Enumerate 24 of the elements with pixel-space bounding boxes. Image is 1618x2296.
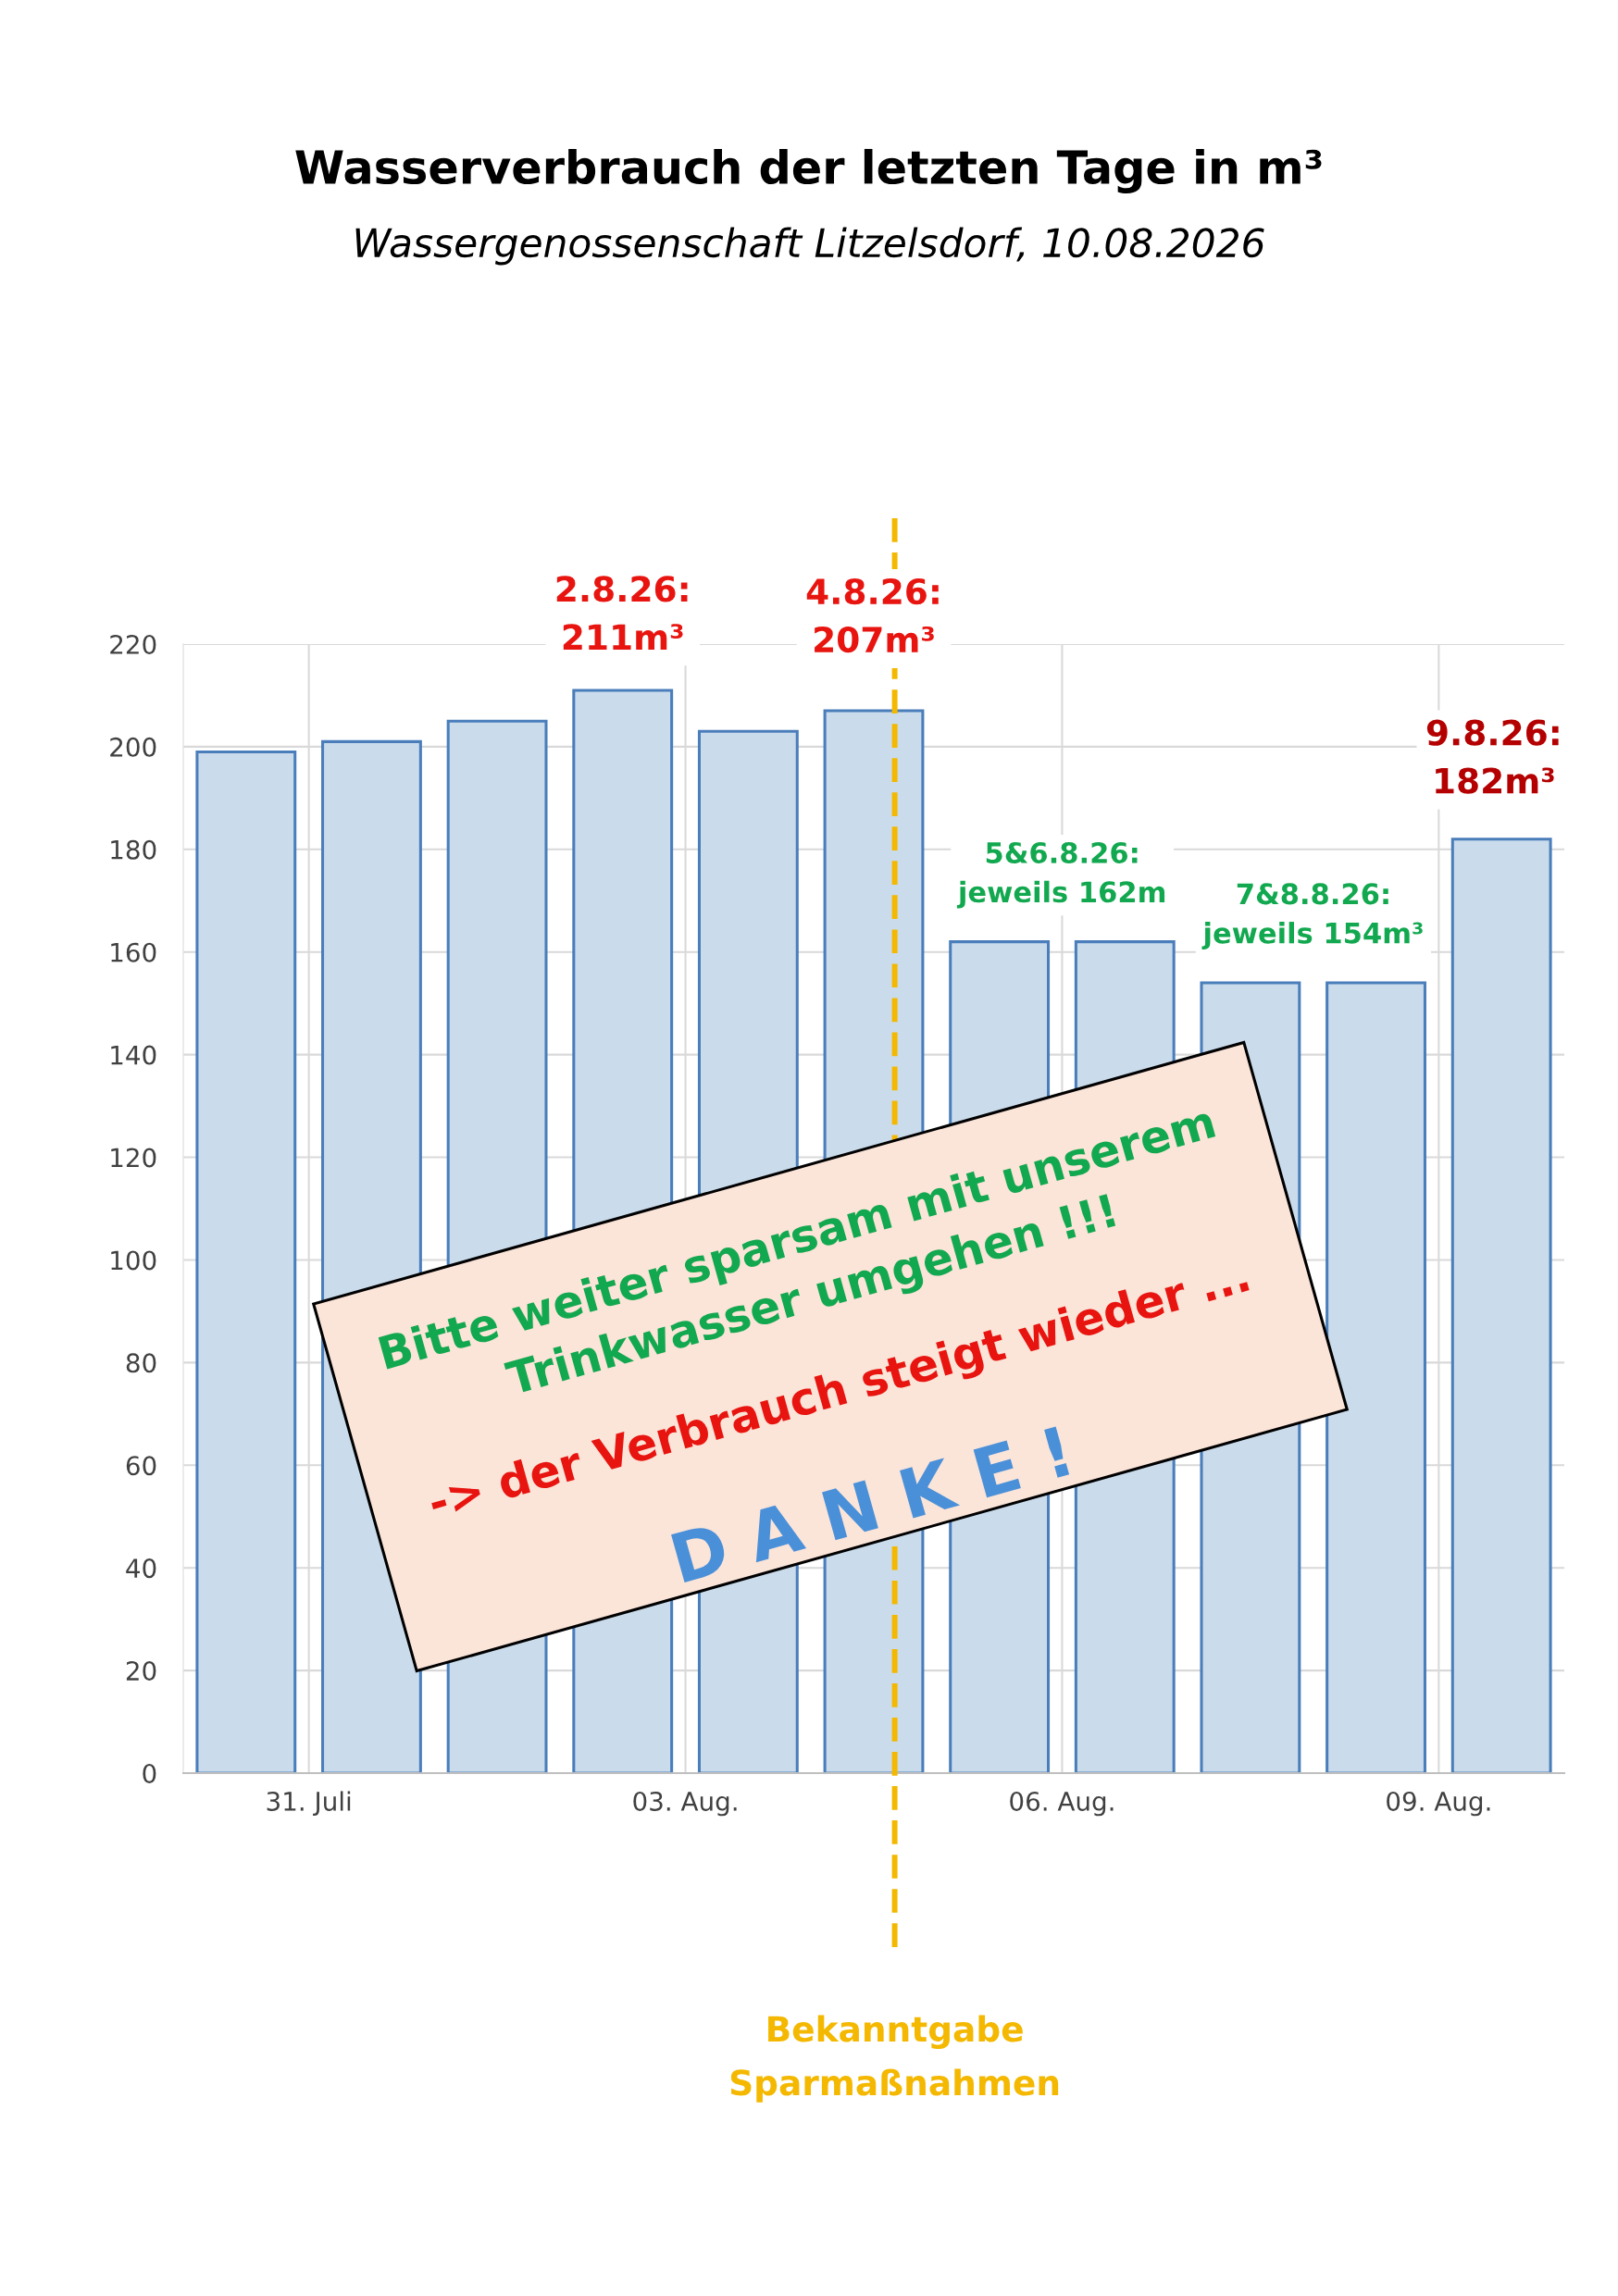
annotation: 4.8.26: 207m³: [806, 577, 939, 653]
x-tick-label: 31. Juli: [267, 1791, 351, 1817]
y-tick-label: 160: [111, 942, 156, 962]
annotation: 9.8.26: 182m³: [1426, 719, 1559, 794]
y-tick-label: 120: [111, 1148, 156, 1168]
y-tick-label: 140: [111, 1045, 156, 1065]
y-tick-label: 60: [126, 1456, 156, 1476]
x-tick-label: 03. Aug.: [633, 1791, 737, 1817]
y-tick-label: 20: [126, 1661, 156, 1682]
y-tick-label: 0: [143, 1763, 156, 1783]
y-tick-label: 40: [126, 1558, 156, 1579]
y-tick-label: 200: [110, 737, 156, 757]
y-tick-label: 220: [110, 634, 156, 654]
y-tick-label: 80: [126, 1353, 156, 1373]
chart-title: Wasserverbrauch der letzten Tage in m³: [295, 148, 1322, 194]
x-tick-label: 09. Aug.: [1387, 1791, 1490, 1817]
annotation: 2.8.26: 211m³: [556, 576, 688, 650]
y-tick-label: 100: [111, 1250, 156, 1271]
chart-subtitle: Wassergenossenschaft Litzelsdorf, 10.08.2026: [355, 227, 1264, 266]
annotation: 5&6.8.26: jeweils 162m: [956, 841, 1165, 909]
y-tick-label: 180: [111, 839, 156, 860]
x-tick-label: 06. Aug.: [1010, 1791, 1114, 1817]
annotation: 7&8.8.26: jeweils 154m³: [1201, 883, 1423, 949]
ref-line-label: Bekanntgabe Sparmaßnahmen: [730, 2015, 1059, 2103]
